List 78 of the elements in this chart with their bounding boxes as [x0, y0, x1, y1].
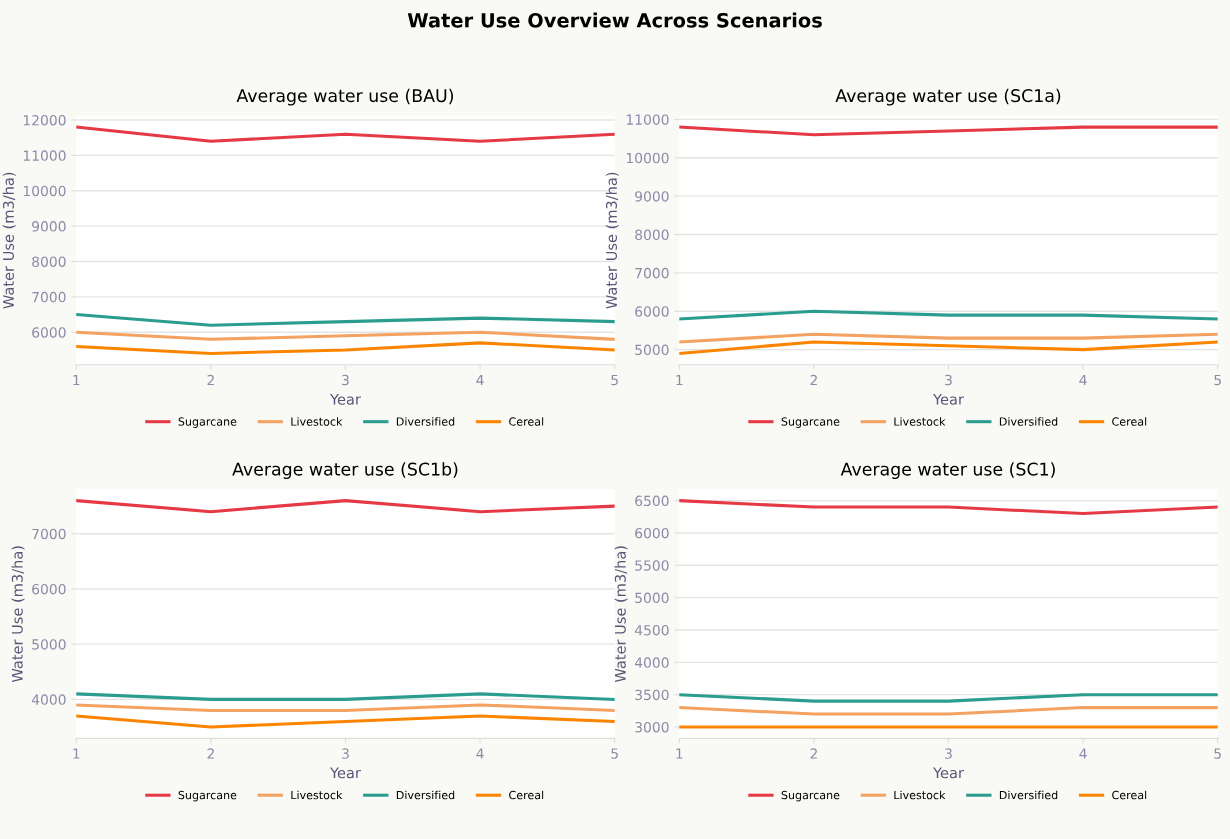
x-tick-label: 3: [342, 374, 349, 386]
legend-label: Diversified: [999, 790, 1058, 800]
x-tick-label: 5: [1214, 748, 1221, 759]
x-tick-label: 5: [611, 374, 618, 386]
y-tick-label: 4500: [634, 624, 669, 636]
line-series: [76, 341, 615, 356]
legend-label: Livestock: [894, 790, 946, 800]
y-tick-label: 6000: [635, 527, 669, 539]
legend-label: Diversified: [396, 417, 455, 426]
y-tick-label: 6000: [32, 327, 66, 338]
y-tick-label: 6000: [32, 583, 66, 595]
legend-label: Sugarcane: [178, 417, 237, 428]
legend-label: Cereal: [1112, 790, 1147, 800]
y-tick-label: 10000: [626, 152, 669, 164]
chart-title: Average water use (SC1b): [232, 462, 458, 480]
x-tick-label: 2: [207, 748, 214, 759]
y-axis-title: Water Use (m3/ha): [11, 546, 25, 683]
legend-label: Sugarcane: [781, 790, 840, 802]
x-tick-label: 3: [945, 748, 952, 759]
y-tick-label: 8000: [32, 256, 66, 267]
y-tick-label: 7000: [635, 267, 669, 279]
y-tick-label: 7000: [32, 291, 66, 303]
y-axis-title: Water Use (m3/ha): [614, 546, 628, 683]
y-tick-label: 3000: [635, 721, 669, 733]
x-tick-label: 2: [810, 748, 817, 759]
y-tick-label: 11000: [23, 150, 66, 161]
y-tick-label: 10000: [23, 185, 66, 197]
legend-label: Cereal: [509, 790, 544, 800]
legend-label: Cereal: [509, 417, 544, 426]
x-axis-title: Year: [330, 767, 361, 779]
legend-label: Livestock: [291, 417, 343, 426]
x-tick-label: 5: [1214, 374, 1221, 386]
y-tick-label: 5000: [635, 592, 669, 604]
x-tick-label: 4: [1079, 374, 1087, 386]
x-tick-label: 1: [676, 748, 683, 759]
x-tick-label: 2: [810, 374, 817, 386]
x-tick-label: 3: [945, 374, 952, 386]
y-tick-label: 11000: [626, 114, 669, 125]
chart-title: Average water use (SC1): [840, 462, 1055, 480]
y-tick-label: 9000: [32, 221, 66, 232]
x-axis-title: Year: [933, 393, 964, 405]
x-tick-label: 5: [611, 748, 618, 759]
y-tick-label: 5000: [32, 639, 66, 650]
x-tick-label: 4: [1079, 748, 1087, 759]
legend-label: Cereal: [1112, 417, 1147, 426]
text: Water Use Overview Across Scenarios: [407, 12, 822, 28]
y-tick-label: 5000: [635, 344, 669, 356]
legend-label: Livestock: [894, 417, 946, 426]
line-series: [76, 313, 615, 327]
y-axis-title: Water Use (m3/ha): [2, 172, 16, 309]
x-tick-label: 3: [342, 748, 349, 759]
y-tick-label: 8000: [635, 229, 669, 241]
y-tick-label: 6000: [635, 306, 669, 317]
y-axis-title: Water Use (m3/ha): [605, 172, 619, 309]
legend-label: Sugarcane: [178, 790, 237, 802]
x-tick-label: 1: [676, 374, 683, 386]
x-tick-label: 4: [476, 374, 484, 386]
legend-label: Sugarcane: [781, 417, 840, 428]
legend-label: Diversified: [999, 417, 1058, 426]
y-tick-label: 9000: [635, 191, 669, 202]
legend-label: Livestock: [291, 790, 343, 800]
y-tick-label: 12000: [23, 115, 66, 126]
y-tick-label: 6500: [635, 495, 669, 507]
line-series: [679, 340, 1218, 356]
legend-label: Diversified: [396, 790, 455, 800]
x-axis-title: Year: [933, 767, 964, 779]
x-axis-title: Year: [330, 393, 361, 405]
y-tick-label: 4000: [31, 694, 66, 705]
chart-title: Average water use (BAU): [236, 88, 454, 106]
x-tick-label: 1: [73, 748, 80, 759]
y-tick-label: 4000: [634, 657, 669, 668]
y-tick-label: 3500: [635, 689, 669, 701]
y-tick-label: 7000: [32, 528, 66, 540]
x-tick-label: 2: [207, 374, 214, 386]
x-tick-label: 1: [73, 374, 80, 386]
chart-title: Average water use (SC1a): [835, 88, 1061, 106]
x-tick-label: 4: [476, 748, 484, 759]
y-tick-label: 5500: [635, 560, 669, 571]
